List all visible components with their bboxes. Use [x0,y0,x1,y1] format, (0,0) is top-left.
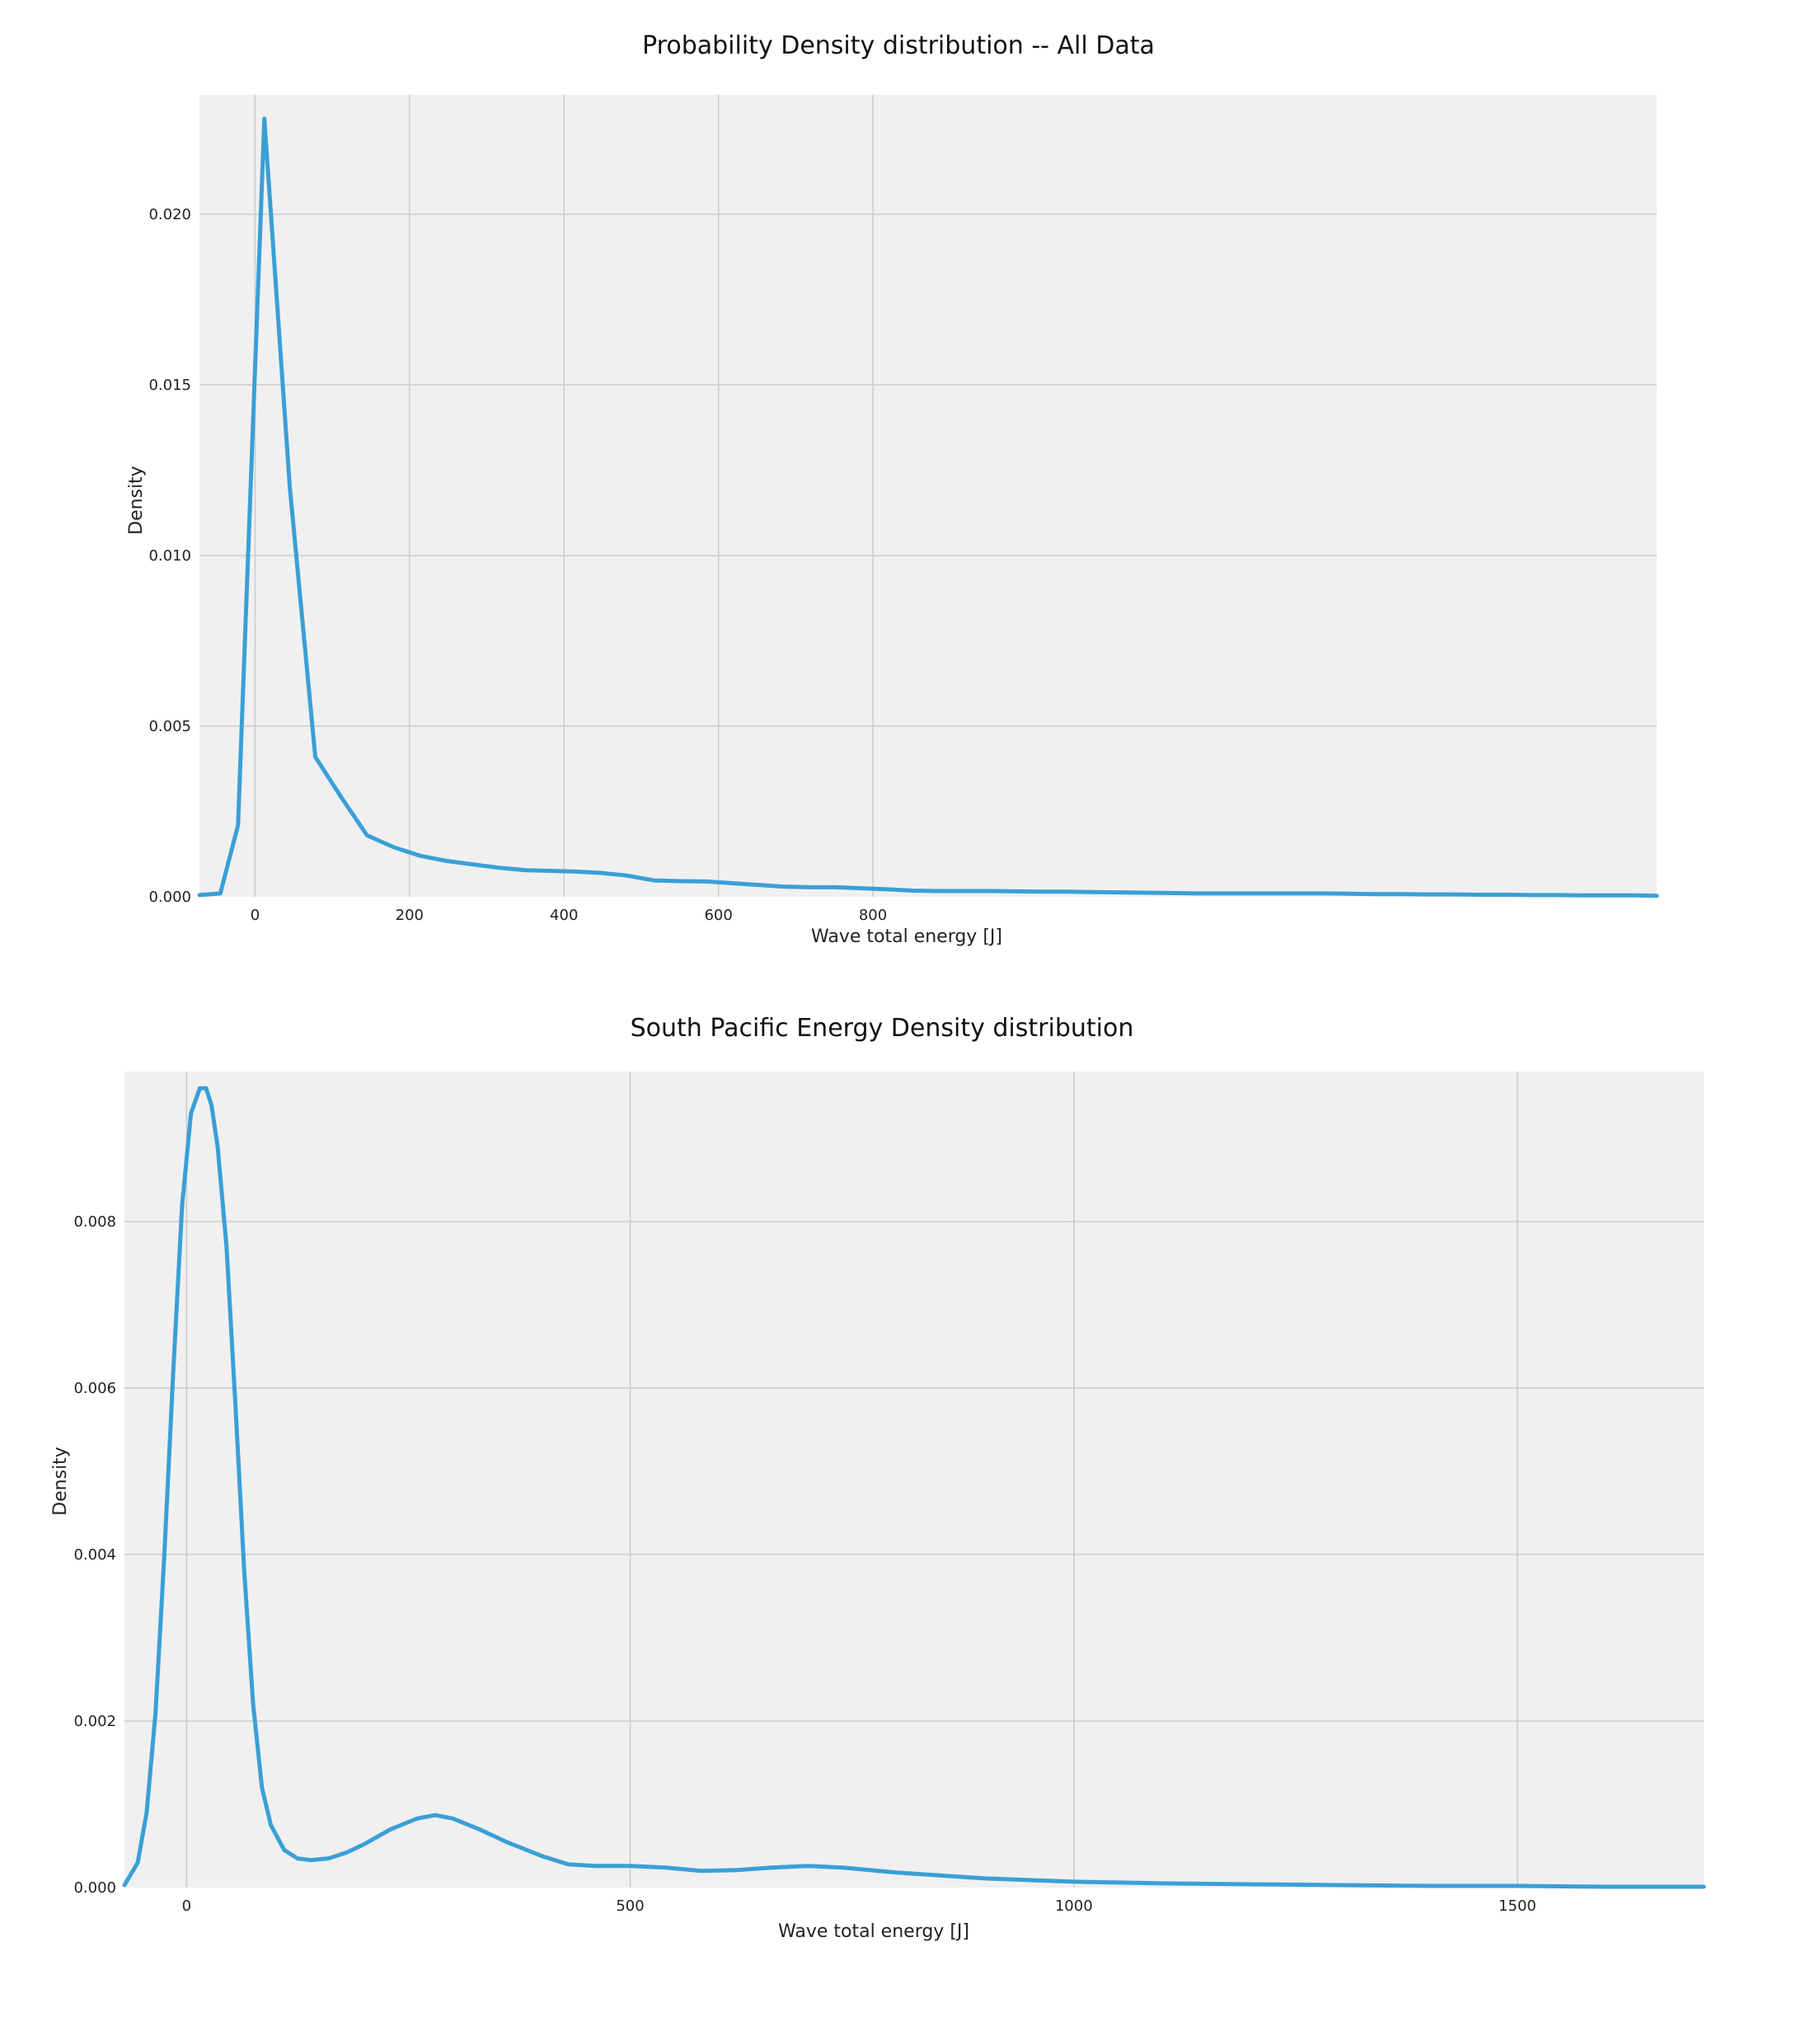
chart-1-y-tick-label: 0.005 [148,718,191,735]
chart-1: Probability Density distribution -- All … [126,31,1659,947]
chart-2-x-tick-label: 500 [616,1897,644,1915]
chart-2-x-axis-label: Wave total energy [J] [778,1921,969,1942]
chart-2-y-tick-label: 0.004 [73,1546,116,1564]
chart-1-gridlines [199,95,1657,897]
chart-1-y-tick-label: 0.015 [148,377,191,394]
chart-1-y-axis-label: Density [126,466,147,535]
chart-1-series-line [197,116,1659,898]
chart-1-x-tick-label: 0 [251,907,260,924]
chart-1-x-axis-label: Wave total energy [J] [811,926,1002,947]
chart-2-gridlines [124,1072,1704,1888]
chart-1-y-tick-label: 0.010 [148,547,191,565]
chart-1-title: Probability Density distribution -- All … [642,31,1155,60]
chart-2-tick-labels: 0 500 1000 1500 0.000 0.002 0.004 0.006 0.008 [73,1213,1536,1915]
chart-2-plot-area [124,1072,1704,1888]
chart-2-y-tick-label: 0.002 [73,1713,116,1730]
chart-2-y-tick-label: 0.008 [73,1213,116,1231]
chart-2-y-axis-label: Density [50,1447,71,1516]
chart-1-x-tick-label: 600 [704,907,732,924]
chart-1-tick-labels: 0 200 400 600 800 0.000 0.005 0.010 0.015 0.020 [148,206,887,924]
chart-2-series-line [122,1086,1706,1889]
chart-1-plot-area [199,95,1657,897]
chart-1-y-tick-label: 0.020 [148,206,191,223]
chart-1-x-tick-label: 800 [859,907,887,924]
chart-1-x-tick-label: 400 [550,907,578,924]
chart-1-y-tick-label: 0.000 [148,889,191,906]
chart-2-x-tick-label: 1500 [1499,1897,1536,1915]
chart-2-x-tick-label: 0 [182,1897,191,1915]
chart-2-title: South Pacific Energy Density distributio… [631,1014,1134,1043]
chart-2-y-tick-label: 0.000 [73,1879,116,1897]
chart-2-y-tick-label: 0.006 [73,1380,116,1397]
chart-2: South Pacific Energy Density distributio… [50,1014,1706,1942]
chart-1-x-tick-label: 200 [396,907,424,924]
chart-2-x-tick-label: 1000 [1055,1897,1093,1915]
